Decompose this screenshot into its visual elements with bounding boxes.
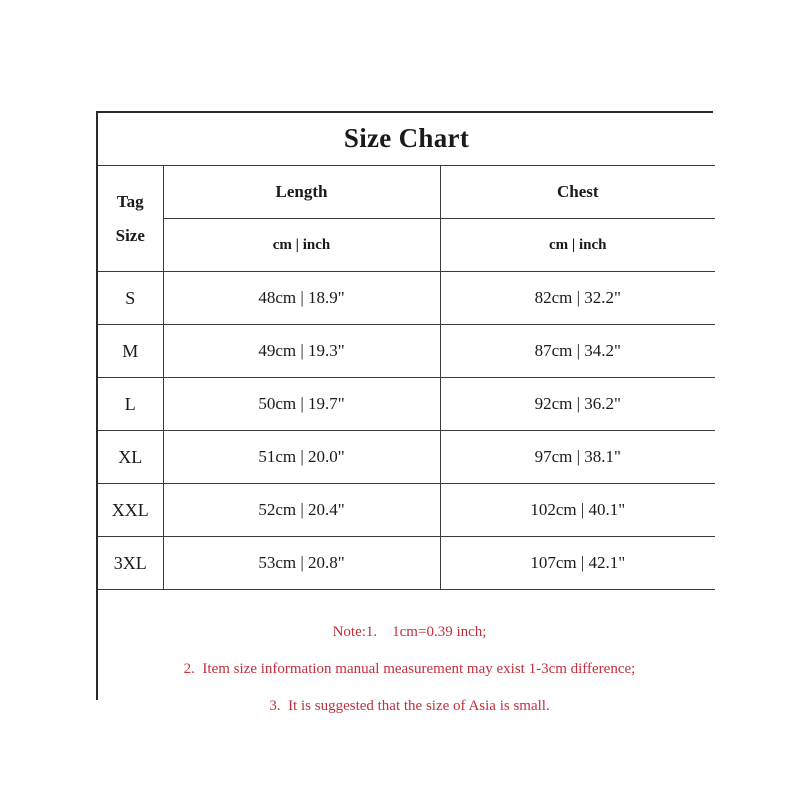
notes-section: Note:1. 1cm=0.39 inch; 2. Item size info… bbox=[98, 589, 716, 734]
size-label-3xl: 3XL bbox=[98, 536, 164, 590]
length-value-3xl: 53cm | 20.8" bbox=[162, 536, 441, 590]
length-value-l: 50cm | 19.7" bbox=[162, 377, 441, 431]
column-header-length: Length bbox=[162, 165, 441, 219]
chest-value-3xl: 107cm | 42.1" bbox=[439, 536, 716, 590]
note-line-1: Note:1. 1cm=0.39 inch; bbox=[332, 623, 487, 640]
tag-size-header-line-1: Tag bbox=[116, 191, 144, 211]
length-value-xxl: 52cm | 20.4" bbox=[162, 483, 441, 537]
size-label-m: M bbox=[98, 324, 164, 378]
table-row: L 50cm | 19.7" 92cm | 36.2" bbox=[98, 377, 716, 431]
length-value-xl: 51cm | 20.0" bbox=[162, 430, 441, 484]
notes-row: Note:1. 1cm=0.39 inch; 2. Item size info… bbox=[98, 589, 716, 734]
group-header-row: Tag Size Length Chest bbox=[98, 165, 716, 272]
length-value-m: 49cm | 19.3" bbox=[162, 324, 441, 378]
size-label-s: S bbox=[98, 271, 164, 325]
chart-title: Size Chart bbox=[98, 113, 716, 166]
note-line-2: 2. Item size information manual measurem… bbox=[183, 660, 636, 677]
table-row: 3XL 53cm | 20.8" 107cm | 42.1" bbox=[98, 536, 716, 590]
chest-value-xl: 97cm | 38.1" bbox=[439, 430, 716, 484]
table-row: XL 51cm | 20.0" 97cm | 38.1" bbox=[98, 430, 716, 484]
note-line-3: 3. It is suggested that the size of Asia… bbox=[269, 697, 550, 714]
unit-header-chest: cm | inch bbox=[439, 218, 716, 272]
size-label-l: L bbox=[98, 377, 164, 431]
size-chart-container: Size Chart Tag Size Length Chest cm | in… bbox=[96, 111, 716, 734]
tag-size-header: Tag Size bbox=[98, 165, 164, 272]
table-row: S 48cm | 18.9" 82cm | 32.2" bbox=[98, 271, 716, 325]
table-row: M 49cm | 19.3" 87cm | 34.2" bbox=[98, 324, 716, 378]
size-chart-table: Size Chart Tag Size Length Chest cm | in… bbox=[98, 113, 716, 734]
tag-size-header-line-2: Size bbox=[115, 225, 145, 245]
chest-value-m: 87cm | 34.2" bbox=[439, 324, 716, 378]
table-row: XXL 52cm | 20.4" 102cm | 40.1" bbox=[98, 483, 716, 537]
column-header-chest: Chest bbox=[439, 165, 716, 219]
chest-value-xxl: 102cm | 40.1" bbox=[439, 483, 716, 537]
unit-header-length: cm | inch bbox=[163, 218, 441, 272]
size-label-xxl: XXL bbox=[98, 483, 164, 537]
size-label-xl: XL bbox=[98, 430, 164, 484]
chest-value-l: 92cm | 36.2" bbox=[439, 377, 716, 431]
length-value-s: 48cm | 18.9" bbox=[162, 271, 441, 325]
title-row: Size Chart bbox=[98, 113, 716, 166]
unit-header-row: cm | inch cm | inch bbox=[98, 218, 716, 272]
chest-value-s: 82cm | 32.2" bbox=[439, 271, 716, 325]
